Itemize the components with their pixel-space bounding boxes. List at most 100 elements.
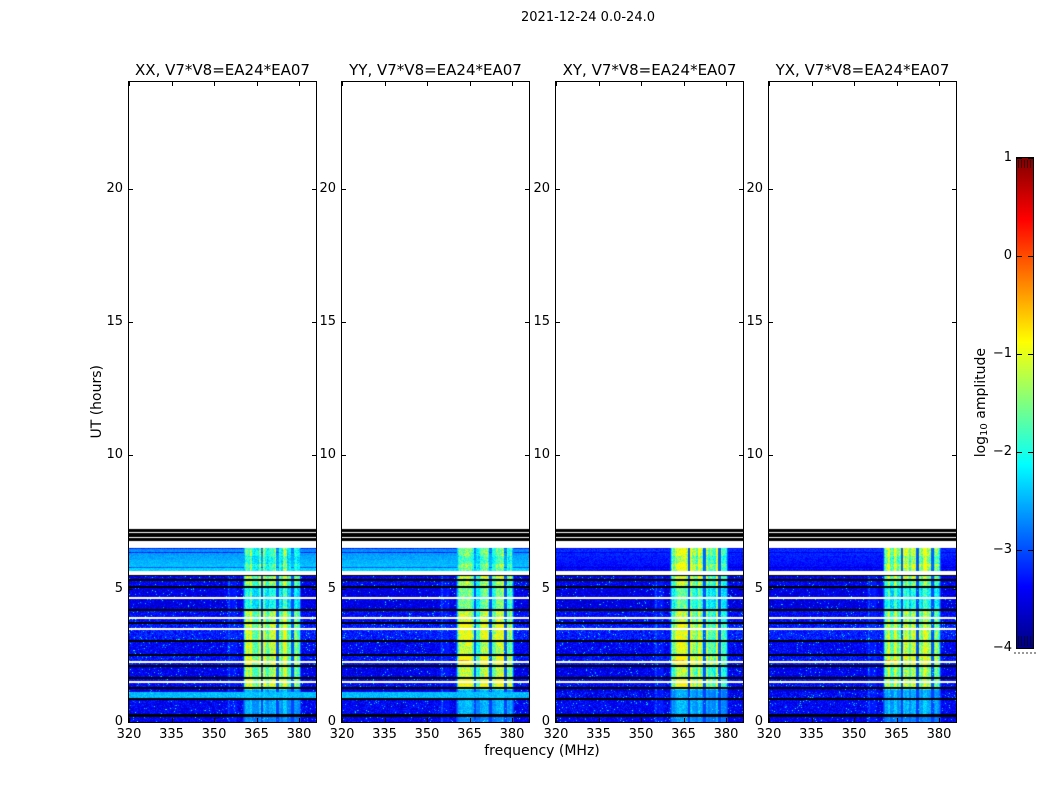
x-tick-label: 335 <box>586 727 611 742</box>
y-tick <box>769 322 773 323</box>
x-tick <box>641 82 642 86</box>
colorbar-tick-label: 0 <box>1003 248 1012 263</box>
colorbar-tick <box>1017 256 1022 257</box>
x-tick <box>384 718 386 722</box>
y-tick-label: 20 <box>533 180 550 196</box>
x-tick-label: 335 <box>159 727 184 742</box>
y-tick <box>769 455 773 457</box>
y-tick <box>952 588 956 590</box>
colorbar-bottom-hatch <box>1018 636 1031 646</box>
y-tick-label: 15 <box>533 314 550 329</box>
y-tick <box>129 455 133 457</box>
panel-title-yx: YX, V7*V8=EA24*EA07 <box>775 61 950 79</box>
x-tick-label: 380 <box>286 727 312 742</box>
y-tick-label: 0 <box>114 714 123 729</box>
y-tick <box>342 322 346 323</box>
x-tick <box>512 718 513 722</box>
colorbar-tick <box>1017 550 1022 551</box>
y-tick <box>312 722 316 723</box>
colorbar <box>1016 157 1034 649</box>
y-tick-label: 15 <box>106 314 123 329</box>
y-tick <box>525 455 529 457</box>
colorbar-top-hatch <box>1018 160 1031 168</box>
colorbar-tick <box>1028 354 1033 355</box>
x-tick-label: 350 <box>201 727 227 742</box>
x-tick <box>427 718 428 722</box>
x-tick <box>683 718 685 722</box>
x-tick <box>556 718 557 722</box>
x-tick <box>811 718 813 722</box>
y-tick-label: 10 <box>106 447 123 463</box>
x-tick-label: 320 <box>543 727 569 742</box>
y-tick <box>525 722 529 723</box>
x-tick <box>469 82 471 86</box>
y-tick-label: 0 <box>541 714 550 729</box>
y-tick-label: 5 <box>327 580 336 596</box>
x-tick-label: 380 <box>926 727 952 742</box>
y-tick-label: 5 <box>541 580 550 596</box>
panel-title-xx: XX, V7*V8=EA24*EA07 <box>135 61 310 79</box>
x-tick <box>598 718 600 722</box>
x-tick <box>939 718 940 722</box>
x-tick <box>342 718 343 722</box>
x-tick <box>896 82 898 86</box>
y-tick-label: 20 <box>319 180 336 196</box>
y-tick <box>342 722 346 723</box>
y-tick <box>556 588 560 590</box>
y-tick <box>739 455 743 457</box>
y-tick-label: 15 <box>746 314 763 329</box>
x-tick <box>854 718 855 722</box>
y-tick-label: 0 <box>754 714 763 729</box>
colorbar-tick-label: 1 <box>1003 150 1012 165</box>
x-tick-label: 350 <box>628 727 654 742</box>
x-tick-label: 335 <box>372 727 397 742</box>
x-tick-label: 320 <box>756 727 782 742</box>
panel-heatmap-xy <box>556 82 743 722</box>
x-tick <box>683 82 685 86</box>
x-tick <box>854 82 855 86</box>
x-tick <box>896 718 898 722</box>
colorbar-tick <box>1028 452 1033 453</box>
y-tick <box>129 722 133 723</box>
x-tick <box>598 82 600 86</box>
y-tick <box>952 322 956 323</box>
x-tick <box>342 82 343 86</box>
x-tick <box>769 82 770 86</box>
x-tick-label: 350 <box>841 727 867 742</box>
panel-title-yy: YY, V7*V8=EA24*EA07 <box>349 61 522 79</box>
x-tick-label: 365 <box>457 727 482 742</box>
y-tick-label: 5 <box>114 580 123 596</box>
x-tick <box>129 82 130 86</box>
y-tick <box>342 455 346 457</box>
figure-title: 2021-12-24 0.0-24.0 <box>521 10 655 25</box>
colorbar-tick <box>1028 648 1033 649</box>
x-tick <box>469 718 471 722</box>
x-tick-label: 365 <box>244 727 269 742</box>
y-tick-label: 5 <box>754 580 763 596</box>
x-tick-label: 320 <box>116 727 142 742</box>
colorbar-tick-label: −2 <box>992 444 1012 459</box>
x-tick <box>384 82 386 86</box>
y-tick-label: 10 <box>533 447 550 463</box>
x-tick-label: 335 <box>799 727 824 742</box>
y-tick <box>129 188 133 190</box>
colorbar-tick-label: −3 <box>992 542 1012 557</box>
x-tick-label: 320 <box>329 727 355 742</box>
x-tick <box>769 718 770 722</box>
x-tick <box>256 718 258 722</box>
y-tick <box>952 188 956 190</box>
y-tick-label: 20 <box>106 180 123 196</box>
y-tick <box>952 455 956 457</box>
y-tick <box>739 188 743 190</box>
y-tick <box>129 322 133 323</box>
x-tick <box>256 82 258 86</box>
y-tick <box>525 322 529 323</box>
x-tick <box>512 82 513 86</box>
x-tick <box>726 82 727 86</box>
colorbar-dotted-marks <box>1014 652 1036 654</box>
x-tick-label: 350 <box>414 727 440 742</box>
x-tick <box>129 718 130 722</box>
x-tick <box>641 718 642 722</box>
y-tick <box>556 455 560 457</box>
